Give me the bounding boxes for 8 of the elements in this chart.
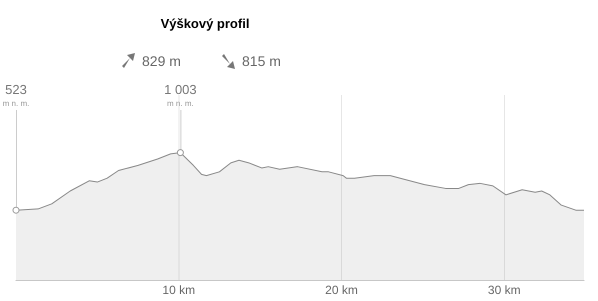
annotation: 523 m n. m. — [2, 82, 30, 108]
text: 829 m — [142, 52, 181, 68]
x-tick-label: 20 km — [325, 283, 358, 298]
x-tick-label: 30 km — [488, 283, 521, 298]
chart-title: Výškový profil — [160, 16, 250, 31]
x-tick-label: 10 km — [162, 283, 196, 298]
text: 815 m — [242, 52, 281, 68]
annotation: 1 003 m n. m. — [164, 82, 197, 108]
